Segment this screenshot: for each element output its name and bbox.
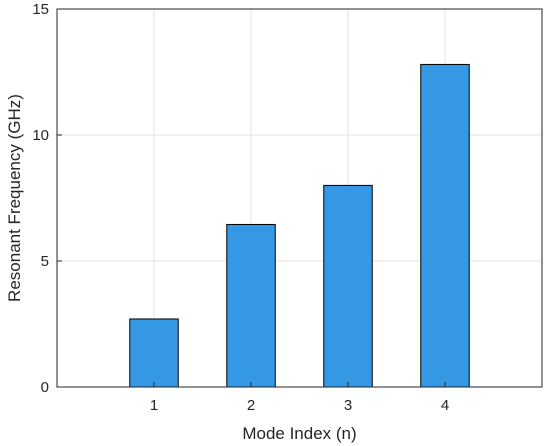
- bar-4: [420, 63, 470, 388]
- bar-1: [129, 318, 179, 388]
- y-tick-label: 15: [32, 1, 49, 18]
- bar-3: [323, 184, 373, 388]
- y-tick-label: 10: [32, 127, 49, 144]
- plot-frame: [56, 8, 543, 388]
- y-tick-label: 5: [41, 253, 49, 270]
- bar-2: [226, 223, 276, 388]
- x-tick-label: 2: [247, 397, 255, 414]
- x-tick-label: 3: [344, 397, 352, 414]
- x-axis-label: Mode Index (n): [242, 424, 356, 443]
- x-ticks: 1 2 3 4: [150, 382, 449, 414]
- y-tick-label: 0: [41, 379, 49, 396]
- bars: [129, 63, 470, 388]
- x-tick-label: 4: [441, 397, 449, 414]
- y-axis-label: Resonant Frequency (GHz): [5, 94, 24, 302]
- x-tick-label: 1: [150, 397, 158, 414]
- y-ticks: 0 5 10 15: [32, 1, 62, 396]
